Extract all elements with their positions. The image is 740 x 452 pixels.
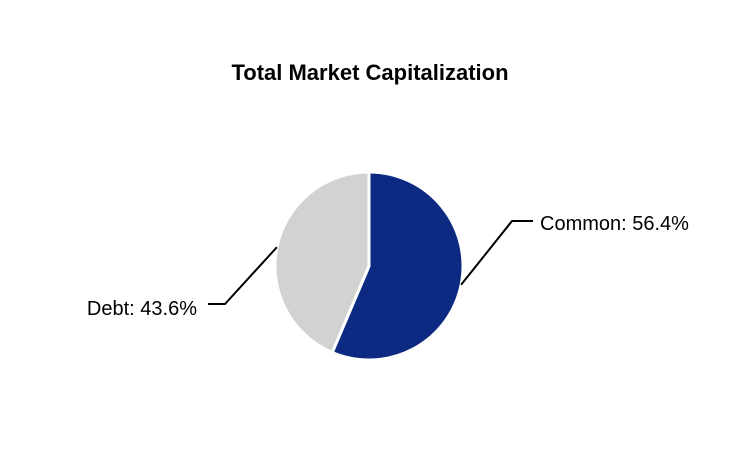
leader-line-common <box>460 220 533 286</box>
pie-slices <box>273 170 465 362</box>
slice-label-common: Common: 56.4% <box>540 213 689 235</box>
chart-title: Total Market Capitalization <box>231 60 508 85</box>
leader-line-debt <box>208 246 278 305</box>
leader-lines <box>208 220 533 305</box>
slice-label-debt: Debt: 43.6% <box>87 298 197 320</box>
